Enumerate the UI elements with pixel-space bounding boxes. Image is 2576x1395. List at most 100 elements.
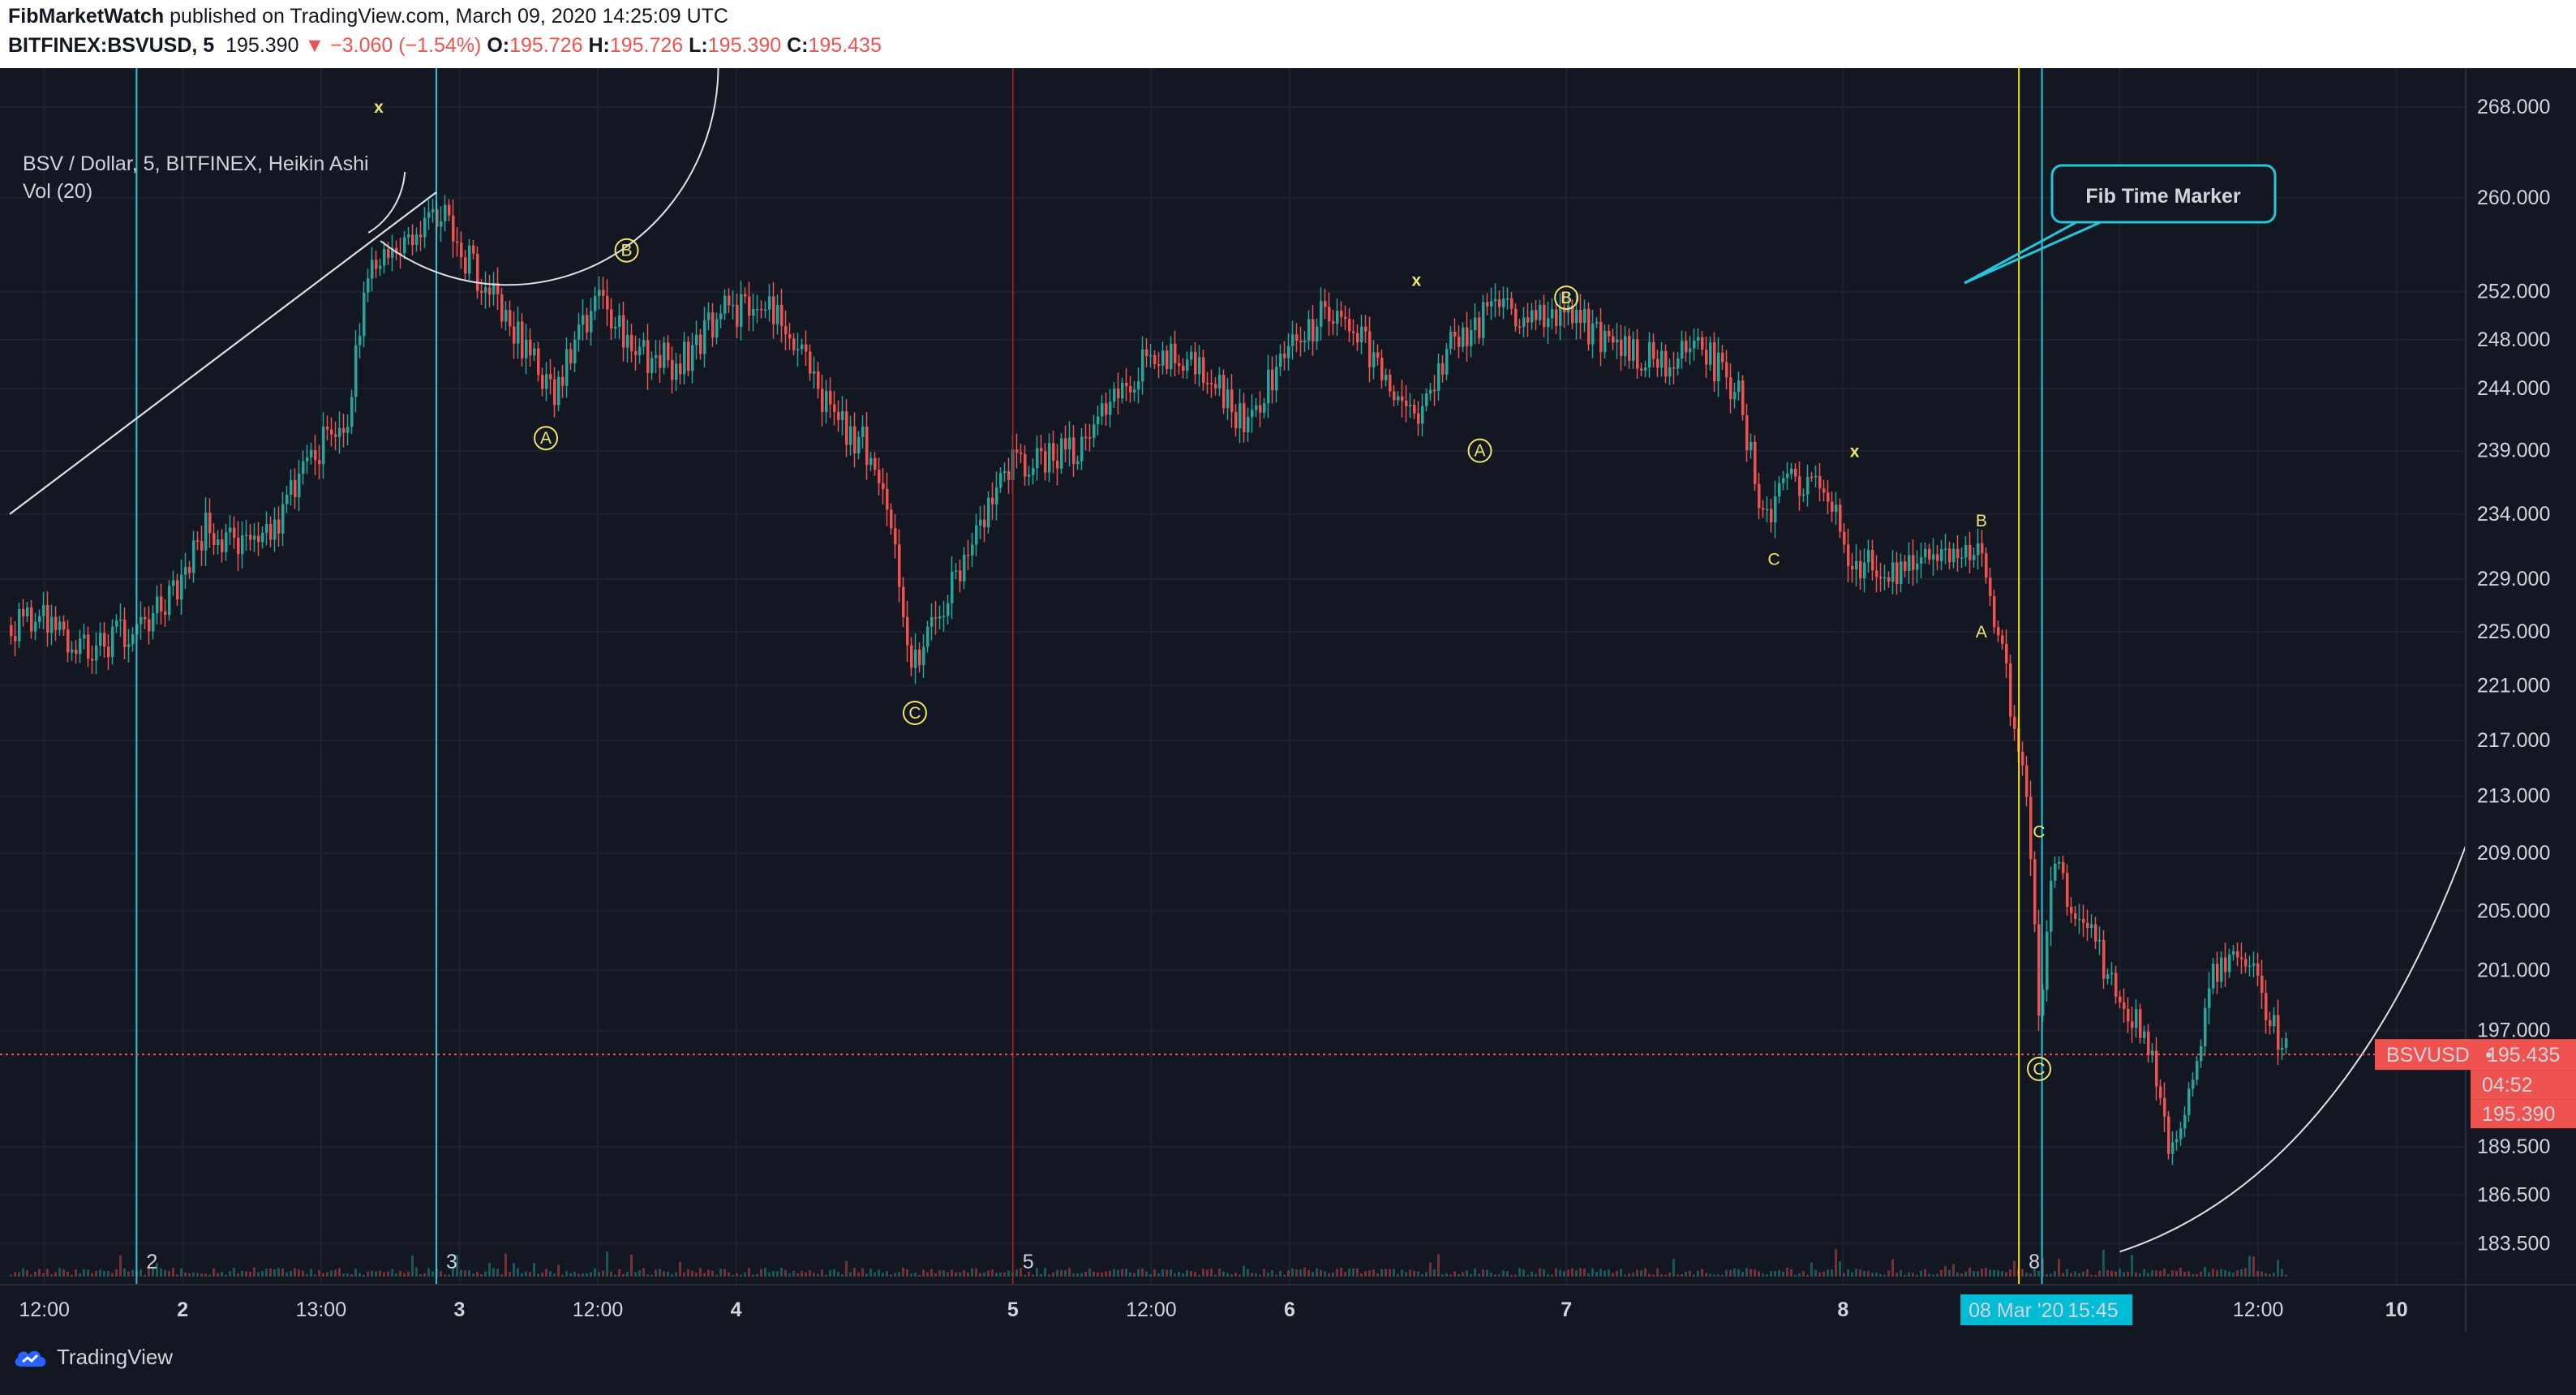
candle-body (1535, 310, 1538, 320)
volume-bar (1956, 1272, 1959, 1277)
candle-body (1303, 341, 1307, 343)
candle-body (650, 358, 654, 374)
candle-body (330, 429, 333, 435)
volume-bar (1502, 1270, 1505, 1277)
volume-bar (1064, 1269, 1067, 1277)
published-text: published on TradingView.com, March 09, … (170, 5, 728, 28)
candle-body (1255, 405, 1258, 410)
volume-bar (1307, 1270, 1310, 1277)
volume-bar (963, 1270, 965, 1277)
candle-body (1206, 383, 1209, 384)
volume-bar (221, 1272, 223, 1277)
candle-body (521, 321, 524, 358)
candle-body (318, 460, 321, 465)
candle-body (1685, 341, 1688, 353)
candle-body (983, 519, 986, 528)
volume-bar (525, 1271, 527, 1277)
volume-bar (217, 1273, 219, 1277)
candle-body (942, 616, 946, 618)
candle-body (1672, 367, 1676, 369)
candle-body (1981, 543, 1984, 554)
series-legend[interactable]: BSV / Dollar, 5, BITFINEX, Heikin Ashi (23, 152, 369, 175)
candle-body (1198, 357, 1201, 375)
volume-bar (1514, 1274, 1517, 1277)
candle-body (62, 621, 66, 630)
candle-body (350, 397, 354, 427)
candle-body (1068, 437, 1071, 450)
volume-bar (1551, 1274, 1553, 1277)
volume-legend[interactable]: Vol (20) (23, 180, 93, 203)
candle-body (740, 294, 743, 327)
candle-body (1482, 302, 1485, 338)
volume-bar (1863, 1270, 1865, 1277)
candle-body (18, 609, 21, 642)
volume-bar (180, 1268, 182, 1277)
volume-bar (1867, 1270, 1870, 1277)
volume-bar (411, 1256, 414, 1277)
x-tick-label-7: 12:00 (1126, 1298, 1177, 1321)
candle-body (841, 411, 844, 420)
candle-body (1352, 331, 1355, 333)
candle-body (659, 354, 662, 368)
candle-body (1348, 319, 1351, 332)
candle-body (2155, 1050, 2158, 1087)
author-name[interactable]: FibMarketWatch (8, 5, 165, 28)
candle-body (200, 540, 204, 551)
volume-bar (1928, 1273, 1930, 1277)
volume-bar (87, 1269, 89, 1277)
candle-body (75, 649, 78, 655)
volume-bar (1470, 1273, 1472, 1277)
candle-body (1798, 476, 1801, 496)
candle-body (1843, 531, 1846, 545)
candle-body (764, 309, 767, 311)
candle-body (2135, 1009, 2138, 1028)
candle-body (1575, 310, 1578, 324)
volume-bar (1847, 1269, 1849, 1277)
volume-bar (1020, 1268, 1022, 1277)
candle-body (1579, 310, 1582, 324)
candle-body (1295, 334, 1299, 341)
candle-body (95, 646, 98, 661)
candle-body (1814, 475, 1818, 478)
candle-body (1409, 405, 1412, 406)
volume-bar (2269, 1273, 2271, 1277)
price-chart[interactable]: 2 3 5 8 A B C A B C B A C Cx x x Fib Time Marker 268.000 2… (0, 68, 2576, 1332)
candle-body (586, 315, 589, 333)
wave-label-5: C (1767, 551, 1780, 569)
candle-body (1762, 508, 1765, 510)
volume-bar (1750, 1268, 1752, 1277)
tradingview-logo[interactable]: TradingView (11, 1345, 173, 1370)
volume-bar (1802, 1271, 1805, 1277)
volume-bar (853, 1268, 856, 1277)
cloud-icon (15, 1350, 46, 1367)
candle-body (1604, 330, 1607, 353)
volume-bar (1677, 1274, 1679, 1277)
volume-bar (346, 1273, 349, 1277)
volume-bar (1754, 1269, 1756, 1277)
x-tick-label-12: 12:00 (2233, 1298, 2284, 1321)
volume-bar (1636, 1269, 1638, 1277)
volume-bar (679, 1261, 681, 1277)
volume-bar (67, 1271, 69, 1277)
volume-bar (1871, 1273, 1874, 1277)
volume-bar (448, 1274, 450, 1277)
candle-body (1405, 401, 1408, 406)
candle-body (646, 340, 650, 374)
volume-bar (1973, 1271, 1975, 1277)
volume-bar (1113, 1268, 1115, 1277)
candle-body (675, 363, 678, 380)
candle-body (2212, 964, 2215, 989)
candle-body (561, 376, 565, 386)
volume-bar (719, 1268, 722, 1277)
volume-bar (1105, 1271, 1107, 1277)
time-line-label-3: 8 (2029, 1251, 2040, 1273)
volume-bar (878, 1269, 880, 1277)
symbol-interval[interactable]: BITFINEX:BSVUSD, 5 (8, 34, 215, 57)
volume-bar (2033, 1268, 2036, 1277)
volume-bar (687, 1268, 689, 1277)
volume-bar (1409, 1269, 1411, 1277)
candle-body (326, 427, 329, 430)
candle-body (1105, 403, 1108, 415)
candle-body (213, 533, 216, 545)
